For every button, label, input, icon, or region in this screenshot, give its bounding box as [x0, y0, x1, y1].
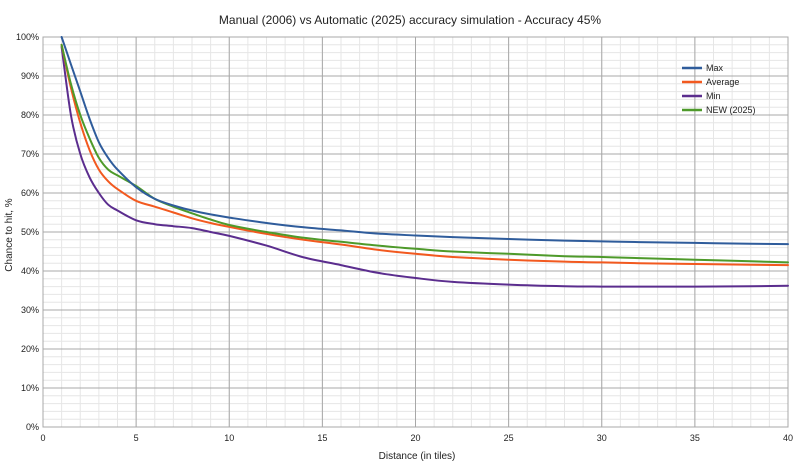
y-tick-label: 20%	[21, 344, 39, 354]
y-tick-label: 40%	[21, 266, 39, 276]
x-tick-label: 20	[410, 433, 420, 443]
legend-label-average: Average	[706, 77, 739, 87]
x-tick-label: 25	[504, 433, 514, 443]
y-tick-label: 90%	[21, 71, 39, 81]
x-tick-label: 15	[317, 433, 327, 443]
x-tick-label: 10	[224, 433, 234, 443]
chart-title: Manual (2006) vs Automatic (2025) accura…	[219, 13, 602, 27]
x-tick-label: 5	[134, 433, 139, 443]
series-line-average	[60, 43, 789, 267]
legend-label-min: Min	[706, 91, 721, 101]
y-axis-title: Chance to hit, %	[4, 198, 15, 271]
y-tick-label: 100%	[16, 32, 39, 42]
y-tick-label: 10%	[21, 383, 39, 393]
series-layer	[60, 36, 789, 288]
y-tick-label: 30%	[21, 305, 39, 315]
series-line-new-2025	[60, 43, 789, 264]
x-tick-label: 40	[783, 433, 793, 443]
series-line-max	[60, 36, 789, 246]
x-tick-label: 35	[690, 433, 700, 443]
y-tick-label: 70%	[21, 149, 39, 159]
legend-label-new-2025: NEW (2025)	[706, 105, 756, 115]
x-tick-label: 0	[40, 433, 45, 443]
y-tick-label: 80%	[21, 110, 39, 120]
legend-label-max: Max	[706, 63, 724, 73]
x-tick-label: 30	[597, 433, 607, 443]
grid	[42, 36, 789, 428]
y-tick-label: 50%	[21, 227, 39, 237]
x-axis-title: Distance (in tiles)	[379, 451, 456, 462]
y-tick-label: 60%	[21, 188, 39, 198]
legend: Max Average Min NEW (2025)	[682, 63, 756, 115]
y-tick-label: 0%	[26, 422, 39, 432]
series-line-min	[60, 45, 789, 288]
plot-area-border	[42, 36, 789, 428]
tick-labels: 0 5 10 15 20 25 30 35 40 0% 10% 20% 30% 40% 50% 60% 70% 8…	[16, 32, 793, 443]
